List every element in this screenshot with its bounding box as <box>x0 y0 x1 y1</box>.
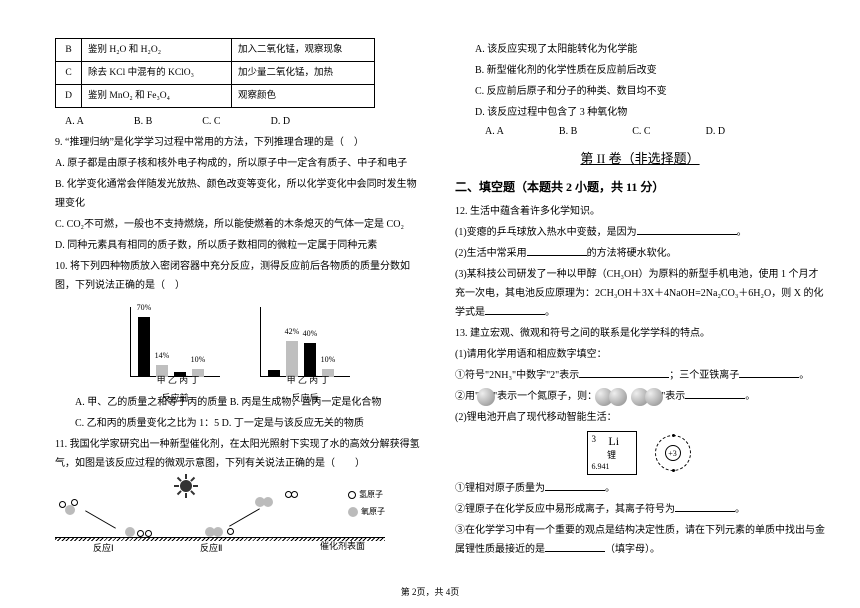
blank[interactable] <box>685 387 745 399</box>
blank[interactable] <box>675 500 735 512</box>
q11-opt-b: B. 新型催化剂的化学性质在反应前后改变 <box>455 61 825 80</box>
q13-1: (1)请用化学用语和相应数字填空： <box>455 345 825 364</box>
left-column: B鉴别 H₂O 和 H₂O₂加入二氧化锰，观察现象 C除去 KCl 中混有的 K… <box>55 38 425 559</box>
blank[interactable] <box>579 366 669 378</box>
q8-options: A. A B. B C. C D. D <box>55 112 425 131</box>
q11-answer-opts: A. A B. B C. C D. D <box>455 122 725 141</box>
q12-3: (3)某科技公司研发了一种以甲醇（CH₃OH）为原料的新型手机电池，使用 1 个… <box>455 265 825 322</box>
q8-table: B鉴别 H₂O 和 H₂O₂加入二氧化锰，观察现象 C除去 KCl 中混有的 K… <box>55 38 375 108</box>
q11-diagram: 反应Ⅰ 反应Ⅱ 催化剂表面 氢原子 氧原子 <box>55 477 385 555</box>
opt-d: D. D <box>271 112 290 131</box>
blank[interactable] <box>527 244 587 256</box>
blank[interactable] <box>637 223 737 235</box>
q9-a: A. 原子都是由原子核和核外电子构成的，所以原子中一定含有质子、中子和电子 <box>55 154 425 173</box>
q9-c: C. CO₂不可燃，一般也不支持燃烧，所以能使燃着的木条熄灭的气体一定是 CO₂ <box>55 215 425 234</box>
ion-structure-icon: +3 <box>652 432 694 474</box>
fill-blank-head: 二、填空题（本题共 2 小题，共 11 分） <box>455 176 825 199</box>
q13-figures: 3 Li 锂 6.941 +3 <box>455 431 825 475</box>
q9-stem: 9. “推理归纳”是化学学习过程中常用的方法，下列推理合理的是（ ） <box>55 133 425 152</box>
q13-l1: ①锂相对原子质量为。 <box>455 479 825 498</box>
q13-stem: 13. 建立宏观、微观和符号之间的联系是化学学科的特点。 <box>455 324 825 343</box>
q11-stem: 11. 我国化学家研究出一种新型催化剂，在太阳光照射下实现了水的高效分解获得氢气… <box>55 435 425 473</box>
q13-3: (2)锂电池开启了现代移动智能生活： <box>455 408 825 427</box>
q10-ab: A. 甲、乙的质量之和等于丙的质量 B. 丙是生成物，且丙一定是化合物 <box>55 393 425 412</box>
right-column: A. 该反应实现了太阳能转化为化学能 B. 新型催化剂的化学性质在反应前后改变 … <box>455 38 825 559</box>
q13-l2: ②锂原子在化学反应中易形成离子，其离子符号为。 <box>455 500 825 519</box>
opt-a: A. A <box>65 112 84 131</box>
q13-2: ②用""表示一个氮原子，则："表示。 <box>455 387 825 406</box>
blank[interactable] <box>545 540 605 552</box>
legend: 氢原子 氧原子 <box>348 487 385 521</box>
opt-b: B. B <box>134 112 152 131</box>
q10-charts: 70% 14% 10% 甲 乙 丙 丁 反应前 42% 40% 10% 甲 乙 … <box>55 299 425 389</box>
q12-stem: 12. 生活中蕴含着许多化学知识。 <box>455 202 825 221</box>
molecule-icon <box>597 388 661 406</box>
q10-cd: C. 乙和丙的质量变化之比为 1：5 D. 丁一定是与该反应无关的物质 <box>55 414 425 433</box>
chart-before: 70% 14% 10% 甲 乙 丙 丁 反应前 <box>120 299 230 389</box>
opt-c: C. C <box>202 112 220 131</box>
q12-1: (1)变瘪的乒乓球放入热水中变鼓，是因为。 <box>455 223 825 242</box>
chart-before-cap: 反应前 <box>120 390 230 407</box>
q12-2: (2)生活中常采用的方法将硬水软化。 <box>455 244 825 263</box>
q9-b: B. 化学变化通常会伴随发光放热、颜色改变等变化，所以化学变化中会同时发生物理变… <box>55 175 425 213</box>
blank[interactable] <box>545 479 605 491</box>
chart-after: 42% 40% 10% 甲 乙 丙 丁 反应后 <box>250 299 360 389</box>
page-footer: 第 2页，共 4页 <box>0 585 860 598</box>
q11-opt-a: A. 该反应实现了太阳能转化为化学能 <box>455 40 825 59</box>
atom-icon <box>479 388 493 406</box>
q11-opt-d: D. 该反应过程中包含了 3 种氧化物 <box>455 103 825 122</box>
q13-l3: ③在化学学习中有一个重要的观点是结构决定性质，请在下列元素的单质中找出与金属锂性… <box>455 521 825 559</box>
q10-stem: 10. 将下列四种物质放入密闭容器中充分反应，测得反应前后各物质的质量分数如图，… <box>55 257 425 295</box>
section-ii-title: 第 II 卷（非选择题） <box>455 147 825 172</box>
q13-1a: ①符号"2NH₃"中数字"2"表示；三个亚铁离子。 <box>455 366 825 385</box>
element-card: 3 Li 锂 6.941 <box>587 431 637 475</box>
sun-icon <box>175 475 197 497</box>
q9-d: D. 同种元素具有相同的质子数，所以质子数相同的微粒一定属于同种元素 <box>55 236 425 255</box>
blank[interactable] <box>485 303 545 315</box>
chart-after-cap: 反应后 <box>250 390 360 407</box>
blank[interactable] <box>739 366 799 378</box>
q11-opt-c: C. 反应前后原子和分子的种类、数目均不变 <box>455 82 825 101</box>
